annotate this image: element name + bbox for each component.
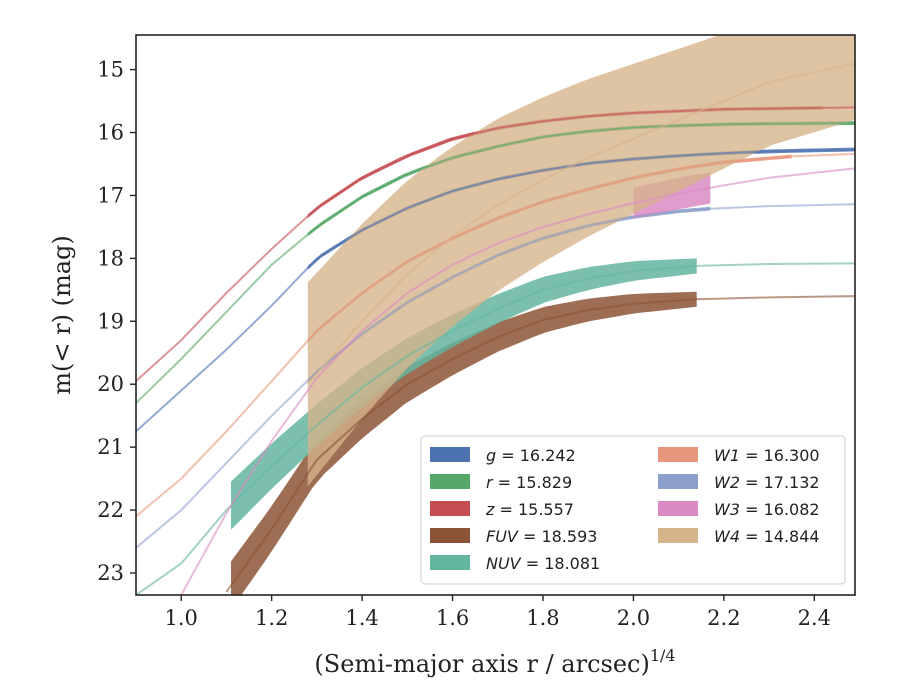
curve-fuv	[225, 295, 855, 593]
x-axis-title: (Semi-major axis r / arcsec)1/4	[314, 646, 675, 678]
legend-swatch-w2	[658, 474, 698, 489]
legend-value: = 17.132	[740, 473, 820, 492]
y-tick-label: 15	[97, 58, 124, 82]
y-tick-label: 19	[97, 309, 124, 333]
legend-value: = 16.242	[496, 446, 576, 465]
legend-label-nuv: NUV = 18.081	[486, 554, 600, 573]
legend-symbol: W4	[714, 527, 740, 546]
x-tick-label: 2.2	[707, 606, 740, 630]
legend-label-z: z = 15.557	[485, 500, 574, 519]
legend-symbol: NUV	[486, 554, 522, 573]
y-tick-label: 17	[97, 183, 124, 207]
x-tick-label: 1.2	[255, 606, 288, 630]
y-tick-label: 20	[97, 372, 124, 396]
legend-symbol: r	[486, 473, 494, 492]
legend-swatch-w4	[658, 528, 698, 543]
y-tick-label: 22	[97, 498, 124, 522]
x-tick-label: 1.0	[165, 606, 198, 630]
y-axis-title: m(< r) (mag)	[48, 235, 76, 394]
band-w4	[307, 35, 855, 487]
curve-g	[136, 148, 855, 433]
x-tick-label: 2.4	[798, 606, 831, 630]
plot-frame	[135, 34, 856, 596]
legend-symbol: W3	[714, 500, 740, 519]
y-axis-ticks: 15 16 17 18 19 20 21 22 23	[97, 58, 136, 585]
x-tick-label: 1.8	[526, 606, 559, 630]
curve-w3	[180, 167, 855, 595]
legend-symbol: z	[485, 500, 495, 519]
legend-value: = 15.829	[493, 473, 573, 492]
legend-label-r: r = 15.829	[486, 473, 572, 492]
model-curves	[136, 62, 855, 595]
legend-label-w1: W1 = 16.300	[714, 446, 820, 465]
legend-symbol: W2	[714, 473, 740, 492]
y-tick-label: 16	[97, 121, 124, 145]
y-tick-label: 18	[97, 246, 124, 270]
x-tick-label: 2.0	[617, 606, 650, 630]
legend-swatch-g	[430, 447, 470, 462]
curve-w2	[136, 203, 855, 549]
y-tick-label: 21	[97, 435, 124, 459]
legend-label-fuv: FUV = 18.593	[486, 527, 597, 546]
x-tick-label: 1.6	[436, 606, 469, 630]
legend-label-w2: W2 = 17.132	[714, 473, 820, 492]
legend-swatch-nuv	[430, 555, 470, 570]
legend-swatch-fuv	[430, 528, 470, 543]
legend-swatch-w1	[658, 447, 698, 462]
curve-w1	[136, 152, 855, 518]
x-axis-ticks: 1.0 1.2 1.4 1.6 1.8 2.0 2.2 2.4	[165, 595, 831, 630]
y-tick-label: 23	[97, 561, 124, 585]
legend-value: = 18.081	[521, 554, 601, 573]
legend-value: = 15.557	[494, 500, 574, 519]
legend-value: = 16.082	[740, 500, 820, 519]
legend-value: = 18.593	[518, 527, 598, 546]
curve-nuv	[136, 262, 855, 595]
legend-symbol: g	[486, 446, 496, 465]
legend-swatch-r	[430, 474, 470, 489]
legend-value: = 16.300	[740, 446, 820, 465]
curve-r	[136, 122, 855, 404]
legend-swatch-w3	[658, 501, 698, 516]
legend-label-w3: W3 = 16.082	[714, 500, 820, 519]
legend-label-g: g = 16.242	[486, 446, 576, 465]
legend-label-w4: W4 = 14.844	[714, 527, 820, 546]
curve-w4	[307, 62, 855, 385]
x-axis-title-exponent: 1/4	[650, 646, 676, 665]
legend-value: = 14.844	[740, 527, 820, 546]
legend-symbol: W1	[714, 446, 740, 465]
legend-symbol: FUV	[486, 527, 519, 546]
legend-swatch-z	[430, 501, 470, 516]
x-tick-label: 1.4	[345, 606, 378, 630]
legend-box	[420, 435, 846, 585]
